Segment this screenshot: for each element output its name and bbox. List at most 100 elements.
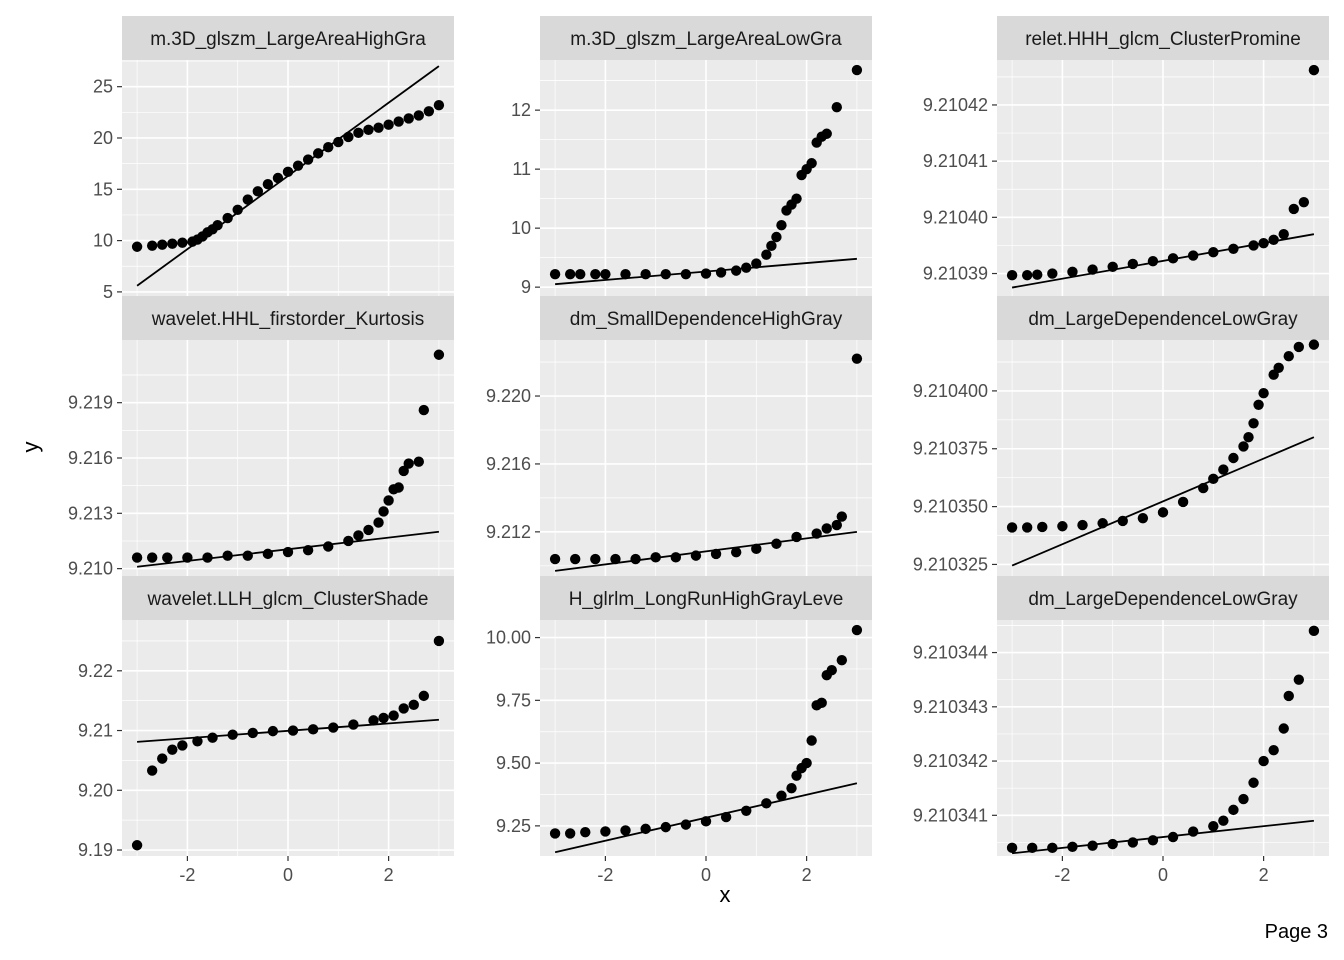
qq-point — [302, 154, 314, 165]
qq-point — [590, 553, 601, 565]
qq-point — [1258, 237, 1269, 249]
qq-point — [776, 790, 787, 801]
facet-strip — [122, 16, 454, 60]
qq-point — [131, 241, 143, 252]
qq-point — [157, 753, 168, 764]
qq-reference-line — [1011, 819, 1315, 855]
qq-point — [1238, 441, 1249, 452]
qq-point — [1032, 269, 1043, 280]
qq-point — [851, 64, 863, 76]
y-tick-label: 9.21 — [78, 721, 113, 741]
qq-point — [620, 268, 631, 280]
x-tick-label: 2 — [384, 865, 394, 885]
qq-point — [146, 240, 158, 251]
qq-point — [1308, 625, 1320, 637]
qq-points — [549, 353, 863, 565]
facet-strip — [997, 16, 1329, 60]
qq-point — [282, 166, 294, 178]
qq-point — [730, 547, 742, 558]
facet-panel-1: m.3D_glszm_LargeAreaHighGra 5 10 15 20 25 — [93, 16, 454, 302]
qq-point — [831, 519, 842, 531]
qq-point — [413, 456, 424, 467]
facet-strip — [540, 296, 872, 340]
qq-point — [1157, 507, 1169, 518]
qq-point — [660, 821, 671, 833]
qq-point — [212, 220, 223, 231]
qq-point — [630, 553, 641, 565]
y-tick-label: 20 — [93, 128, 113, 148]
qq-point — [791, 531, 802, 543]
qq-point — [806, 735, 817, 746]
qq-point — [1288, 203, 1299, 215]
qq-point — [1228, 452, 1239, 464]
qq-point — [1293, 674, 1305, 685]
qq-point — [1087, 840, 1098, 851]
qq-point — [1006, 270, 1018, 281]
x-tick-label: -2 — [597, 865, 613, 885]
facet-strip — [122, 296, 454, 340]
qq-point — [640, 823, 651, 835]
qq-point — [423, 106, 435, 117]
x-tick-label: 0 — [283, 865, 293, 885]
y-tick-label: 9.21041 — [923, 151, 988, 171]
y-tick-label: 9.22 — [78, 661, 113, 681]
qq-point — [1283, 690, 1294, 702]
qq-point — [413, 110, 424, 121]
qq-point — [1047, 842, 1058, 854]
gridlines — [997, 620, 1329, 856]
qq-point — [418, 404, 430, 416]
qq-point — [1187, 826, 1199, 837]
qq-point — [851, 353, 863, 364]
qq-point — [1147, 255, 1159, 267]
qq-point — [383, 119, 394, 130]
qq-point — [343, 131, 354, 143]
qq-point — [182, 552, 193, 563]
qq-point — [408, 699, 419, 711]
qq-point — [202, 552, 213, 563]
qq-point — [761, 798, 772, 809]
qq-point — [821, 128, 832, 139]
qq-point — [1047, 268, 1058, 279]
qq-point — [1187, 250, 1199, 261]
qq-point — [670, 552, 682, 563]
qq-point — [1243, 431, 1254, 443]
qq-point — [363, 124, 374, 135]
qq-point — [262, 548, 274, 560]
qq-point — [549, 553, 561, 565]
qq-point — [821, 523, 832, 534]
qq-point — [348, 719, 359, 730]
facet-strip-label: m.3D_glszm_LargeAreaLowGra — [570, 29, 842, 50]
qq-points — [131, 349, 445, 563]
qq-point — [333, 136, 344, 148]
qq-point — [1167, 253, 1179, 264]
qq-point — [1137, 512, 1149, 524]
qq-point — [207, 732, 218, 743]
qq-point — [282, 546, 294, 558]
qq-point — [1308, 64, 1320, 76]
qq-point — [232, 204, 243, 216]
qq-point — [418, 690, 430, 702]
y-tick-label: 9.75 — [496, 690, 531, 710]
facet-strip — [997, 296, 1329, 340]
qq-point — [710, 548, 722, 560]
gridlines — [997, 60, 1329, 296]
qq-points — [1006, 339, 1320, 533]
facet-strip-label: relet.HHH_glcm_ClusterPromine — [1025, 29, 1301, 50]
x-tick-label: -2 — [179, 865, 195, 885]
qq-point — [1283, 350, 1294, 362]
qq-point — [192, 736, 203, 747]
qq-point — [353, 127, 364, 139]
qq-point — [433, 349, 445, 360]
qq-point — [751, 543, 762, 555]
facet-panel-3: relet.HHH_glcm_ClusterPromine 9.21039 9.21… — [923, 16, 1329, 301]
qq-point — [680, 819, 692, 830]
qq-points — [131, 635, 445, 851]
qq-point — [378, 506, 389, 517]
y-tick-label: 9.21040 — [923, 207, 988, 227]
qq-point — [1147, 835, 1159, 846]
y-tick-label: 9.216 — [486, 454, 531, 474]
y-tick-label: 9 — [521, 277, 531, 297]
qq-point — [801, 757, 812, 769]
gridlines — [997, 340, 1329, 576]
y-tick-label: 10 — [511, 218, 531, 238]
